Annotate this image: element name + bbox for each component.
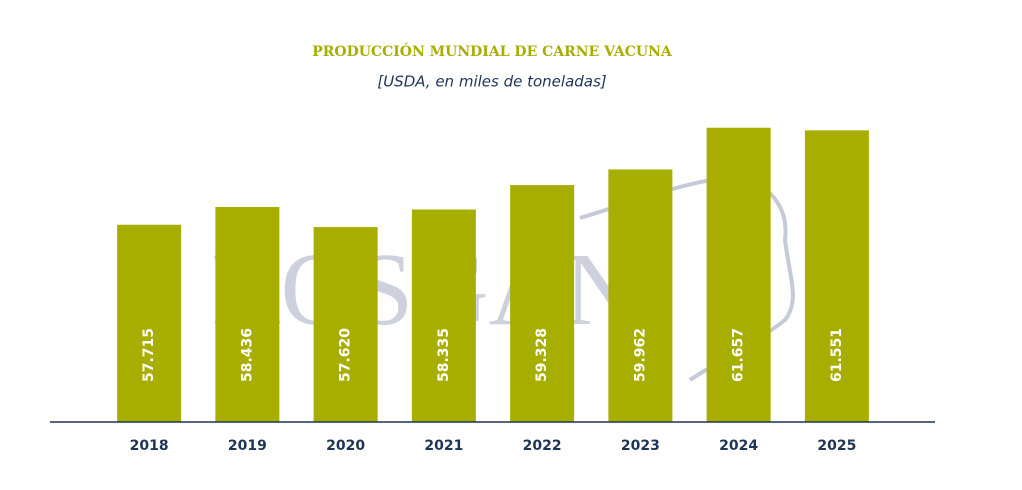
chart-subtitle: [USDA, en miles de toneladas] (377, 73, 606, 91)
value-label: 59.328 (534, 328, 550, 382)
bar (411, 209, 476, 422)
value-label: 59.962 (632, 328, 648, 382)
bar (804, 130, 869, 422)
x-tick-label: 2020 (326, 438, 365, 454)
bar (510, 185, 575, 422)
x-tick-label: 2022 (523, 438, 562, 454)
bar (313, 227, 378, 422)
x-tick-label: 2024 (719, 438, 758, 454)
bar (215, 207, 280, 422)
x-tick-label: 2019 (228, 438, 267, 454)
value-label: 57.715 (141, 328, 157, 382)
value-label: 57.620 (338, 328, 354, 382)
value-label: 58.436 (239, 328, 255, 382)
x-tick-label: 2023 (621, 438, 660, 454)
bar (706, 127, 771, 423)
x-tick-label: 2018 (130, 438, 169, 454)
chart-title: PRODUCCIÓN MUNDIAL DE CARNE VACUNA (312, 42, 673, 60)
bar (608, 169, 673, 422)
bar (117, 224, 182, 422)
x-tick-label: 2025 (817, 438, 856, 454)
value-label: 61.657 (731, 328, 747, 382)
value-label: 61.551 (829, 328, 845, 382)
value-label: 58.335 (436, 328, 452, 382)
x-tick-label: 2021 (424, 438, 463, 454)
